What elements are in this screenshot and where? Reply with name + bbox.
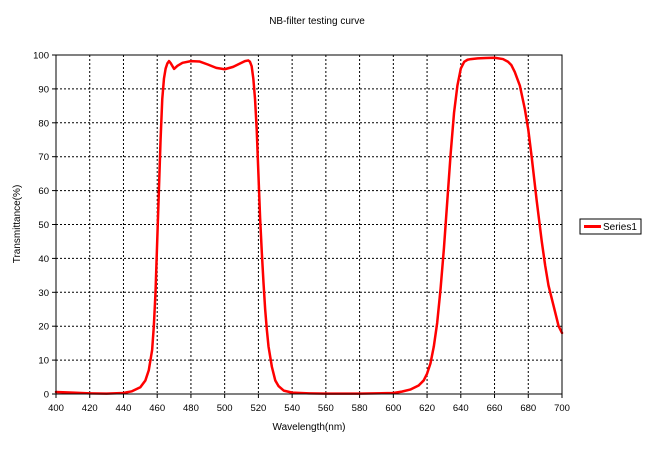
legend-label: Series1 bbox=[603, 222, 637, 233]
y-axis-label: Transmittance(%) bbox=[12, 185, 23, 264]
x-tick-label: 700 bbox=[554, 403, 570, 414]
y-tick-label: 0 bbox=[44, 390, 49, 401]
y-tick-label: 100 bbox=[33, 51, 49, 62]
series-layer bbox=[54, 56, 564, 395]
x-tick-label: 620 bbox=[419, 403, 435, 414]
x-tick-label: 460 bbox=[149, 403, 165, 414]
x-tick-label: 520 bbox=[250, 403, 266, 414]
x-tick-label: 560 bbox=[318, 403, 334, 414]
y-tick-label: 80 bbox=[38, 118, 49, 129]
x-axis-label: Wavelength(nm) bbox=[273, 422, 346, 433]
x-tick-label: 600 bbox=[385, 403, 401, 414]
y-tick-label: 20 bbox=[38, 322, 49, 333]
y-tick-label: 50 bbox=[38, 220, 49, 231]
chart-title: NB-filter testing curve bbox=[269, 16, 365, 27]
y-tick-label: 40 bbox=[38, 254, 49, 265]
y-axis-ticks: 0 10 20 30 40 50 60 70 80 90 100 bbox=[33, 51, 56, 401]
series-line-1 bbox=[54, 56, 564, 395]
x-tick-label: 500 bbox=[217, 403, 233, 414]
legend: Series1 bbox=[579, 218, 642, 235]
x-tick-label: 580 bbox=[352, 403, 368, 414]
x-axis-ticks: 400 420 440 460 480 500 520 540 560 580 600 620 640 6… bbox=[48, 394, 570, 414]
x-tick-label: 400 bbox=[48, 403, 64, 414]
grid-lines bbox=[56, 55, 562, 394]
y-tick-label: 90 bbox=[38, 84, 49, 95]
plot-border bbox=[55, 54, 563, 395]
x-tick-label: 440 bbox=[116, 403, 132, 414]
legend-box bbox=[579, 218, 642, 235]
y-tick-label: 70 bbox=[38, 152, 49, 163]
x-tick-label: 640 bbox=[453, 403, 469, 414]
y-tick-label: 30 bbox=[38, 288, 49, 299]
x-tick-label: 660 bbox=[487, 403, 503, 414]
y-tick-label: 60 bbox=[38, 186, 49, 197]
x-tick-label: 420 bbox=[82, 403, 98, 414]
x-tick-label: 540 bbox=[284, 403, 300, 414]
x-tick-label: 680 bbox=[520, 403, 536, 414]
x-tick-label: 480 bbox=[183, 403, 199, 414]
y-tick-label: 10 bbox=[38, 356, 49, 367]
